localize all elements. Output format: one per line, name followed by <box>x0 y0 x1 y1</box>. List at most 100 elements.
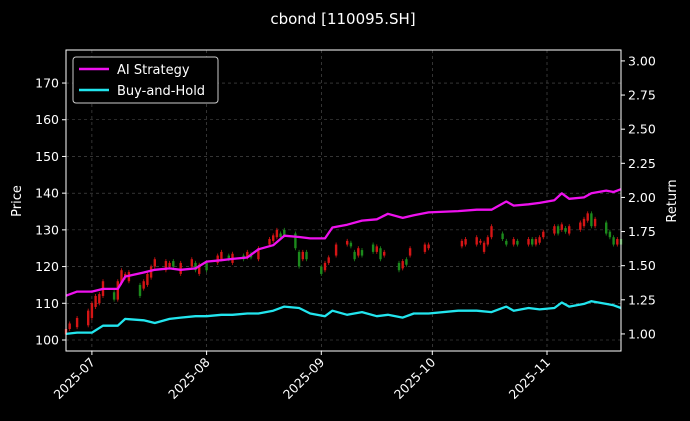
candle-up <box>149 266 153 278</box>
candle-up <box>460 240 464 247</box>
candle-up <box>164 261 168 271</box>
candle-down <box>283 229 286 236</box>
candle-up <box>327 257 330 263</box>
candle-up <box>582 218 586 227</box>
candle-down <box>379 248 382 260</box>
candle-up <box>220 251 223 260</box>
y-right-tick-label: 1.50 <box>628 258 656 273</box>
candle-up <box>179 262 182 274</box>
candle-down <box>172 261 175 267</box>
candle-down <box>297 251 301 267</box>
candle-up <box>423 244 427 252</box>
y-left-tick-label: 110 <box>35 296 59 311</box>
candle-down <box>112 292 116 300</box>
y-right-tick-label: 2.00 <box>628 190 656 205</box>
candle-down <box>294 233 297 249</box>
candle-up <box>375 246 378 252</box>
candle-up <box>464 239 467 245</box>
y-right-tick-label: 3.00 <box>628 53 656 68</box>
candle-up <box>427 244 430 249</box>
candle-up <box>357 248 360 256</box>
candle-up <box>490 226 493 238</box>
candle-up <box>268 239 271 245</box>
candle-up <box>94 295 97 307</box>
y-left-tick-label: 130 <box>35 222 59 237</box>
candle-down <box>371 244 375 252</box>
legend: AI Strategy Buy-and-Hold <box>72 56 219 104</box>
y-left-tick-label: 160 <box>35 112 59 127</box>
candle-up <box>272 235 275 241</box>
candle-down <box>556 226 560 234</box>
y-right-tick-label: 2.75 <box>628 88 656 103</box>
candle-up <box>142 281 145 289</box>
y-axis-left-label: Price <box>10 185 25 217</box>
candle-up <box>323 262 327 271</box>
candle-down <box>279 233 282 238</box>
candle-down <box>564 228 567 232</box>
y-left-tick-label: 170 <box>35 76 59 91</box>
candle-down <box>397 262 401 271</box>
candle-up <box>75 317 79 328</box>
y-right-tick-label: 1.75 <box>628 224 656 239</box>
candle-up <box>616 239 619 245</box>
candle-up <box>527 239 530 245</box>
candle-up <box>116 281 119 300</box>
candle-down <box>353 251 356 260</box>
candle-down <box>227 255 230 260</box>
candle-up <box>216 255 219 263</box>
candle-up <box>257 248 260 260</box>
candle-down <box>205 262 208 271</box>
y-right-tick-label: 1.00 <box>628 326 656 341</box>
y-right-tick-label: 2.50 <box>628 122 656 137</box>
candle-down <box>608 231 612 238</box>
y-left-tick-label: 120 <box>35 259 59 274</box>
candle-down <box>194 262 197 271</box>
candle-up <box>579 222 582 230</box>
candle-up <box>553 226 556 234</box>
candle-up <box>593 218 597 227</box>
legend-label-buy-and-hold: Buy-and-Hold <box>117 84 205 99</box>
candle-up <box>87 310 90 326</box>
chart-title: cbond [110095.SH] <box>270 10 415 28</box>
candle-up <box>190 259 193 267</box>
candle-up <box>168 262 171 267</box>
candle-up <box>512 239 515 245</box>
candle-up <box>542 231 545 238</box>
candle-up <box>90 303 94 318</box>
candle-down <box>531 239 534 245</box>
candle-down <box>349 242 353 247</box>
candle-up <box>246 251 249 258</box>
candle-down <box>138 284 142 296</box>
candle-down <box>516 240 519 245</box>
candle-up <box>120 270 123 284</box>
candle-up <box>301 251 304 260</box>
y-left-tick-label: 100 <box>35 332 59 347</box>
y-right-tick-label: 2.25 <box>628 156 656 171</box>
candle-up <box>146 273 149 285</box>
y-left-tick-label: 140 <box>35 186 59 201</box>
candle-down <box>305 251 308 260</box>
candle-up <box>383 251 386 256</box>
candle-up <box>334 244 338 256</box>
ai-strategy-line <box>65 188 622 297</box>
candle-up <box>560 224 563 230</box>
candle-up <box>538 237 541 243</box>
candle-down <box>612 237 615 245</box>
y-right-tick-label: 1.25 <box>628 292 656 307</box>
candle-up <box>68 323 71 329</box>
candle-down <box>501 233 504 240</box>
candle-up <box>275 229 279 238</box>
candle-up <box>534 239 538 245</box>
candle-up <box>475 237 478 245</box>
legend-box <box>72 56 219 104</box>
candle-down <box>360 250 364 256</box>
candle-up <box>586 213 589 221</box>
series-layer <box>65 188 622 336</box>
candle-up <box>479 240 482 243</box>
candle-up <box>98 294 101 304</box>
buy-and-hold-line <box>65 300 622 336</box>
y-left-tick-label: 150 <box>35 149 59 164</box>
legend-label-ai-strategy: AI Strategy <box>117 63 190 78</box>
plot-frame <box>65 49 622 352</box>
